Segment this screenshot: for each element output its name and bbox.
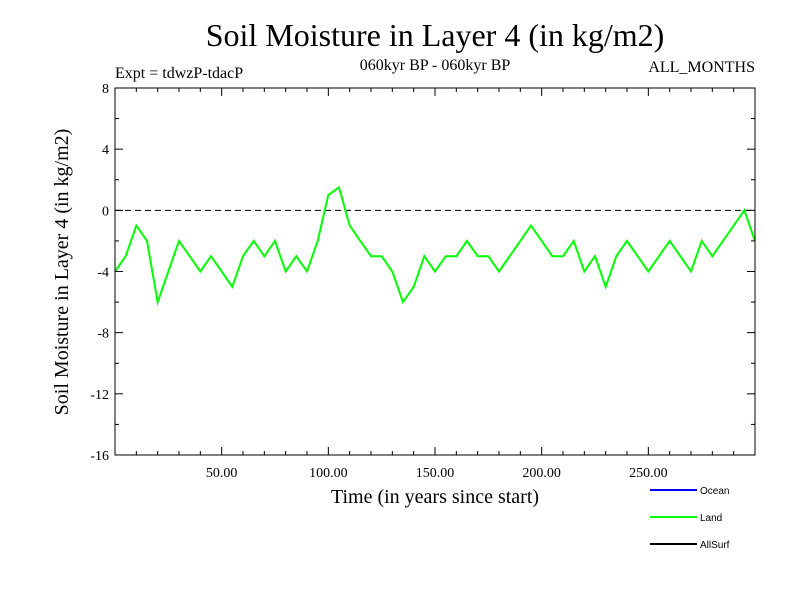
legend-label-allsurf: AllSurf <box>700 540 730 551</box>
chart-subtitle-right: ALL_MONTHS <box>648 59 755 76</box>
x-tick-label: 200.00 <box>522 466 561 481</box>
x-tick-label: 100.00 <box>309 466 348 481</box>
chart-subtitle-left: Expt = tdwzP-tdacP <box>115 65 243 82</box>
chart-subtitle-center: 060kyr BP - 060kyr BP <box>360 57 511 74</box>
legend-label-land: Land <box>700 513 722 524</box>
x-tick-label: 250.00 <box>629 466 668 481</box>
tick-label-layer: -16 -12 -8 -4 0 4 8 50.00 100.00 150.00 200.00 250.… <box>90 82 667 481</box>
y-tick-label: -4 <box>97 266 109 281</box>
series-layer <box>114 185 756 307</box>
axis-layer <box>114 87 756 456</box>
legend: Ocean Land AllSurf <box>650 486 730 551</box>
y-tick-label: -8 <box>97 327 109 342</box>
y-tick-label: 0 <box>102 204 109 219</box>
y-tick-label: 4 <box>102 143 109 158</box>
y-tick-label: 8 <box>102 82 109 97</box>
y-tick-label: -16 <box>90 449 109 464</box>
series-line-land <box>114 185 756 307</box>
chart-title: Soil Moisture in Layer 4 (in kg/m2) <box>206 17 665 53</box>
y-axis-label: Soil Moisture in Layer 4 (in kg/m2) <box>51 129 73 416</box>
y-tick-label: -12 <box>90 388 109 403</box>
x-tick-label: 50.00 <box>206 466 238 481</box>
x-axis-label: Time (in years since start) <box>331 486 539 508</box>
legend-label-ocean: Ocean <box>700 486 729 497</box>
x-tick-label: 150.00 <box>416 466 455 481</box>
